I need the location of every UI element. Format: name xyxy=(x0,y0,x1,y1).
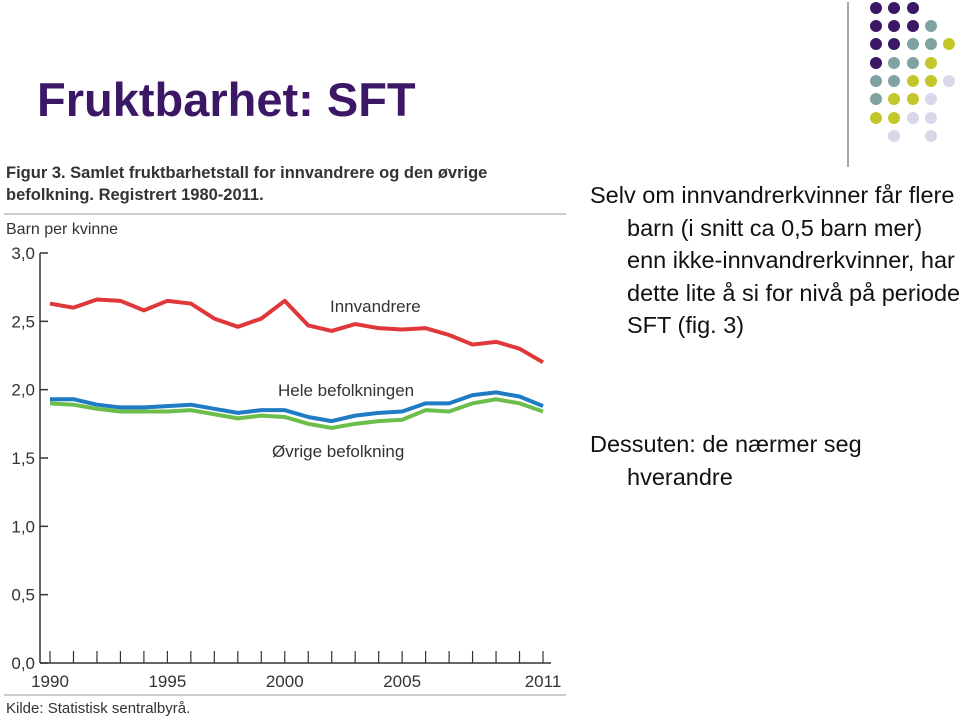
x-tick-label: 2005 xyxy=(383,672,421,691)
series-label: Øvrige befolkning xyxy=(272,442,404,461)
series-label: Hele befolkningen xyxy=(278,381,414,400)
bullet: Dessuten: de nærmer seg hverandre xyxy=(590,431,862,490)
y-tick-label: 2,0 xyxy=(11,381,35,400)
decoration xyxy=(4,2,955,696)
y-tick-label: 1,0 xyxy=(11,517,35,536)
y-tick-label: 2,5 xyxy=(11,312,35,331)
x-tick-label: 1995 xyxy=(148,672,186,691)
y-tick-label: 0,5 xyxy=(11,586,35,605)
source: Kilde: Statistisk sentralbyrå. xyxy=(6,700,191,717)
y-tick-label: 3,0 xyxy=(11,244,35,263)
slide-title: Fruktbarhet: SFT xyxy=(37,73,416,126)
series-line xyxy=(49,297,545,365)
y-axis-label: Barn per kvinne xyxy=(6,221,119,238)
x-tick-label: 2000 xyxy=(266,672,304,691)
y-tick-label: 1,5 xyxy=(11,449,35,468)
series-label: Innvandrere xyxy=(330,297,421,316)
series-line xyxy=(49,397,544,430)
bullet: Selv om innvandrerkvinner får flere barn… xyxy=(590,182,960,338)
x-tick-label: 1990 xyxy=(31,672,69,691)
x-tick-label: 2011 xyxy=(525,672,562,691)
y-tick-label: 0,0 xyxy=(11,654,35,673)
chart-title: Figur 3. Samlet fruktbarhetstall for inn… xyxy=(6,164,488,204)
dots xyxy=(870,2,955,142)
series-line xyxy=(50,390,544,424)
